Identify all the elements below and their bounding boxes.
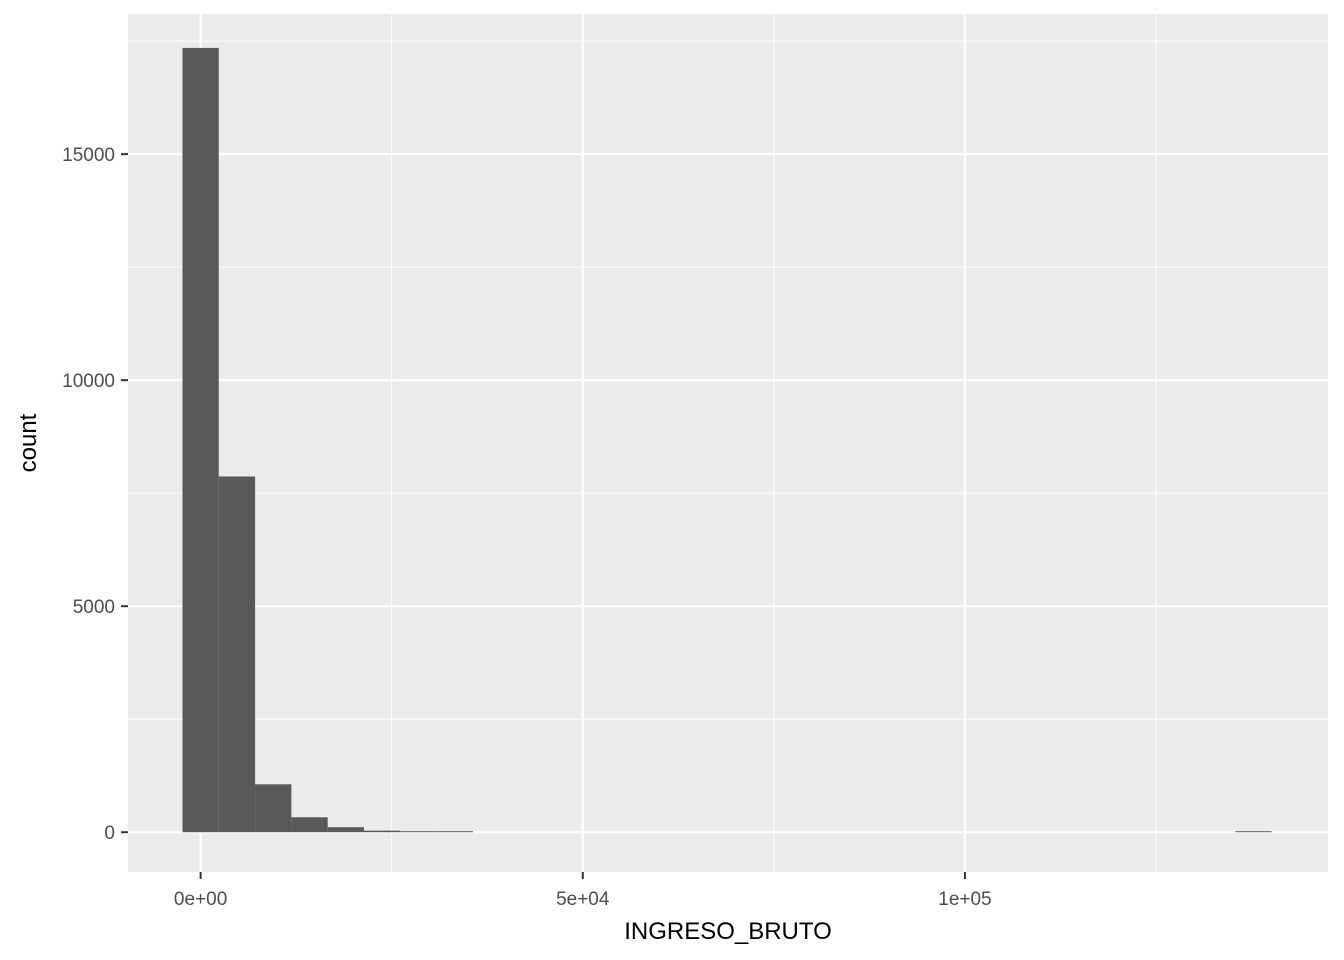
histogram-bar [400, 831, 437, 833]
histogram-bars [182, 47, 1272, 833]
histogram-bar [291, 817, 328, 833]
histogram-bar [255, 784, 292, 833]
x-tick-label: 1e+05 [938, 889, 991, 910]
y-tick-label: 0 [104, 823, 115, 844]
histogram-bar [327, 827, 364, 833]
y-axis-title: count [15, 413, 42, 472]
x-tick-label: 0e+00 [174, 889, 227, 910]
minor-gridlines [128, 14, 1328, 872]
x-tick-label: 5e+04 [556, 889, 610, 910]
histogram-bar [436, 831, 473, 833]
y-tick-label: 10000 [62, 371, 115, 392]
y-axis: 0 5000 10000 15000 [62, 145, 128, 844]
x-axis-title: INGRESO_BRUTO [624, 918, 832, 945]
histogram-bar [363, 830, 401, 833]
histogram-bar [182, 47, 219, 833]
histogram-bar [218, 476, 256, 833]
y-tick-label: 15000 [62, 145, 115, 166]
x-axis: 0e+00 5e+04 1e+05 [174, 872, 992, 910]
histogram-bar [1235, 831, 1272, 833]
y-tick-label: 5000 [73, 597, 115, 618]
plot-panel [128, 14, 1328, 872]
